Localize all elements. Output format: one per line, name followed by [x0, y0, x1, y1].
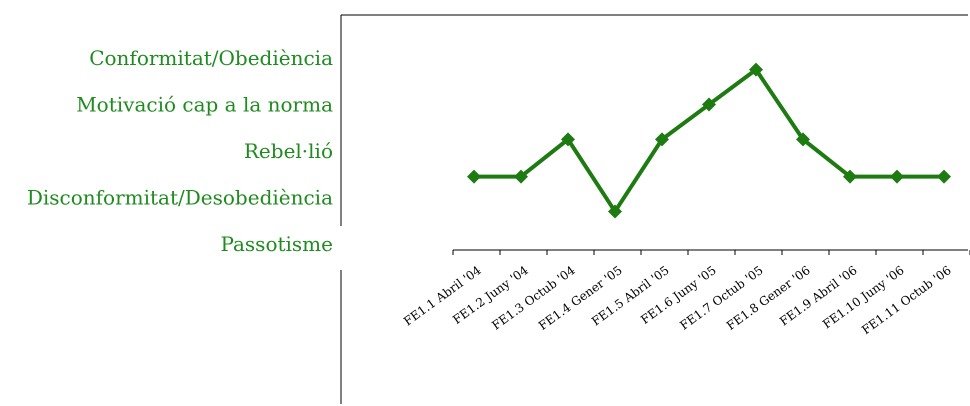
data-point — [655, 132, 669, 147]
x-tick-label: FE1.8 Gener '06 — [724, 263, 813, 333]
series-group — [467, 62, 951, 219]
data-point — [890, 169, 904, 184]
x-tick-label: FE1.4 Gener '05 — [536, 263, 625, 333]
y-category-label: Conformitat/Obediència — [89, 46, 333, 70]
data-point — [843, 169, 857, 184]
x-tick-label: FE1.1 Abril '04 — [401, 263, 484, 329]
y-category-label: Disconformitat/Desobediència — [27, 186, 333, 210]
data-point — [467, 169, 481, 184]
y-category-label: Motivació cap a la norma — [76, 93, 333, 117]
x-axis-ticks — [452, 250, 970, 255]
x-tick-label: FE1.10 Juny '06 — [820, 263, 907, 331]
data-point — [702, 97, 716, 112]
x-tick-label: FE1.3 Octub '04 — [489, 263, 578, 333]
data-point — [561, 132, 575, 147]
data-point — [937, 169, 951, 184]
y-category-label: Passotisme — [220, 232, 333, 256]
data-point — [749, 62, 763, 77]
y-category-label: Rebel·lió — [244, 139, 333, 163]
data-point — [796, 132, 810, 147]
x-tick-label: FE1.7 Octub '05 — [677, 263, 765, 333]
data-point — [608, 204, 622, 219]
series-line — [474, 67, 944, 214]
y-axis-labels: Passotisme Disconformitat/Desobediència Re… — [27, 46, 333, 256]
data-point — [514, 169, 528, 184]
